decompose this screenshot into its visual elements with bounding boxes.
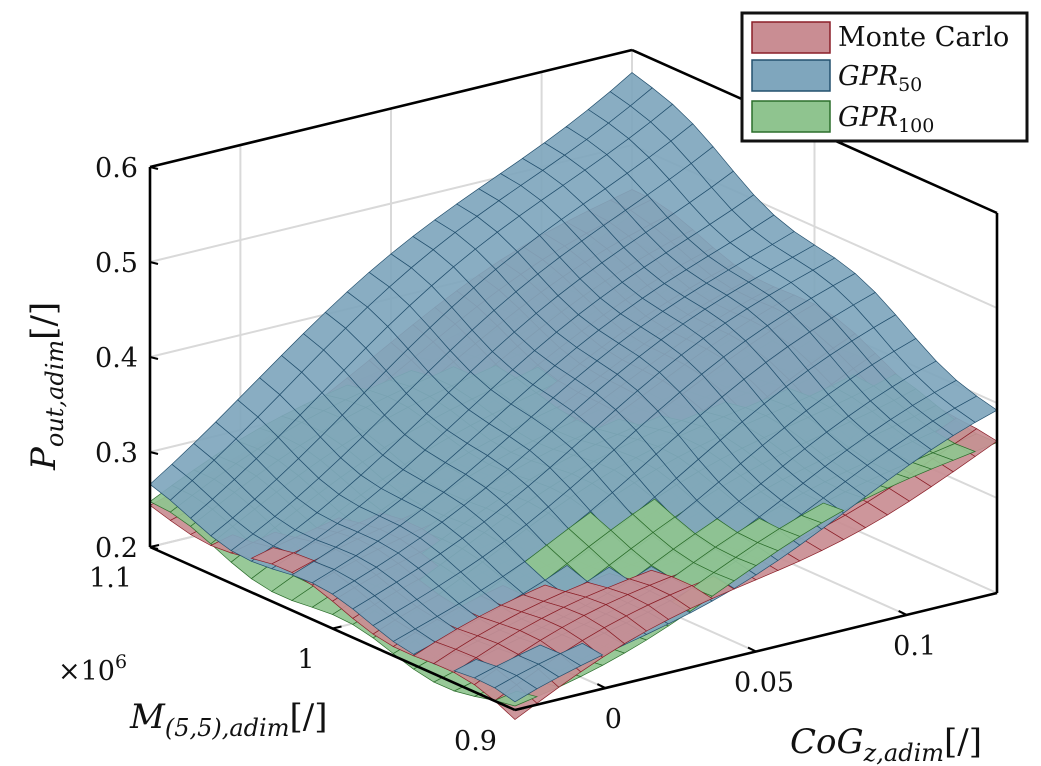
surface-patch-series-1 (494, 675, 538, 703)
z-tick-label-2: 0.4 (95, 343, 138, 374)
legend-swatch-gpr100 (751, 100, 831, 133)
z-tick-mark-2 (149, 356, 159, 360)
legend-label-monte-carlo: Monte Carlo (838, 22, 1009, 53)
z-tick-label-3: 0.5 (95, 248, 138, 279)
x-axis-label: CoGz,adim[/] (790, 722, 982, 766)
surfaces (149, 72, 998, 720)
frame-edge-3 (149, 48, 633, 169)
z-tick-mark-1 (149, 451, 159, 455)
y-axis-label: M(5,5),adim[/] (129, 697, 327, 742)
z-axis-label: Pout,adim[/] (24, 302, 69, 471)
legend-swatch-monte-carlo (751, 21, 831, 54)
y-tick-label-2: 1.1 (89, 563, 132, 594)
tick-labels: 0.2 0.3 0.4 0.5 0.6 0.9 1 1.1 0 0.05 0.1 (89, 153, 936, 757)
x-tick-label-2: 0.1 (893, 631, 936, 662)
y-tick-label-1: 1 (297, 645, 314, 676)
y-tick-mark-2 (149, 544, 160, 548)
legend: Monte Carlo GPR50 GPR100 (740, 11, 1029, 143)
y-axis-multiplier: ×106 (58, 651, 127, 687)
legend-swatch-gpr50 (751, 59, 831, 92)
z-tick-label-1: 0.3 (95, 438, 138, 469)
x-tick-label-1: 0.05 (734, 668, 794, 699)
z-tick-label-4: 0.6 (95, 153, 138, 184)
y-tick-mark-1 (332, 625, 342, 630)
x-tick-mark-1 (747, 646, 757, 653)
y-tick-label-0: 0.9 (454, 726, 497, 757)
x-tick-label-0: 0 (605, 704, 622, 735)
legend-label-gpr100: GPR100 (838, 102, 934, 137)
legend-label-gpr50: GPR50 (838, 61, 922, 96)
x-tick-mark-2 (898, 610, 908, 616)
z-tick-mark-3 (149, 261, 159, 265)
x-tick-mark-0 (596, 683, 606, 689)
z-tick-mark-4 (149, 166, 159, 170)
z-tick-label-0: 0.2 (95, 533, 138, 564)
y-tick-mark-0 (514, 707, 525, 711)
